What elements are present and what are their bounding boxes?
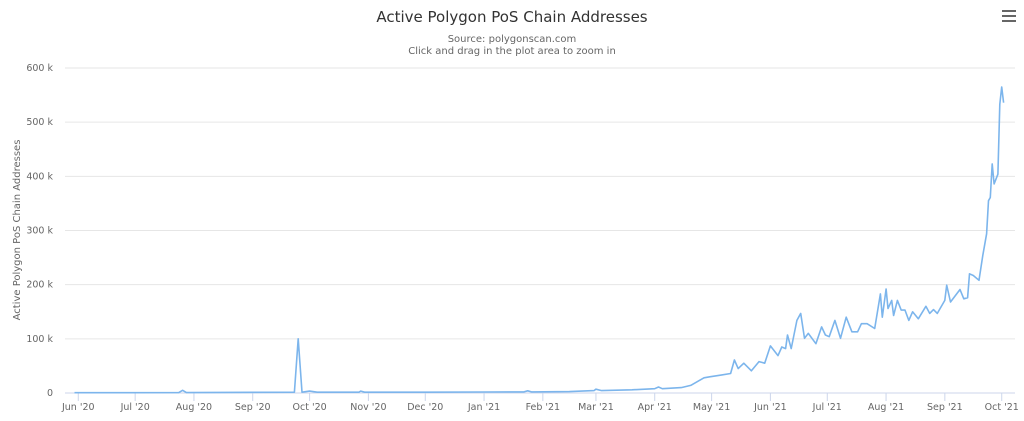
x-tick-label: Jul '21 xyxy=(812,402,842,413)
y-tick-label: 0 xyxy=(47,388,53,399)
x-tick-label: Jul '20 xyxy=(120,402,150,413)
x-tick-label: Sep '20 xyxy=(235,402,271,413)
x-tick-label: Aug '20 xyxy=(176,402,212,413)
x-tick-label: Sep '21 xyxy=(927,402,963,413)
series-line xyxy=(74,86,1005,394)
y-tick-label: 300 k xyxy=(26,226,53,237)
x-tick-label: Oct '21 xyxy=(985,402,1019,413)
x-tick-label: Jun '20 xyxy=(61,402,95,413)
x-tick-label: Jan '21 xyxy=(467,402,500,413)
x-tick-label: May '21 xyxy=(693,402,730,413)
x-tick-label: Aug '21 xyxy=(868,402,904,413)
x-tick-label: Nov '20 xyxy=(350,402,386,413)
y-tick-label: 400 k xyxy=(26,171,53,182)
x-tick-label: Feb '21 xyxy=(526,402,561,413)
zoom-hint: Click and drag in the plot area to zoom … xyxy=(408,46,616,57)
y-axis-title: Active Polygon PoS Chain Addresses xyxy=(12,140,23,321)
y-axis-ticks: 0 100 k 200 k 300 k 400 k 500 k 600 k xyxy=(26,63,53,399)
grid-lines xyxy=(65,67,1015,394)
y-tick-label: 500 k xyxy=(26,117,53,128)
x-axis-ticks: Jun '20 Jul '20 Aug '20 Sep '20 Oct '20 Nov '… xyxy=(61,393,1019,413)
y-tick-label: 200 k xyxy=(26,280,53,291)
x-tick-label: Jun '21 xyxy=(753,402,787,413)
x-tick-label: Apr '21 xyxy=(638,402,672,413)
chart-title: Active Polygon PoS Chain Addresses xyxy=(376,8,648,26)
hamburger-menu-icon[interactable] xyxy=(1002,10,1016,22)
x-tick-label: Mar '21 xyxy=(578,402,614,413)
x-tick-label: Oct '20 xyxy=(293,402,327,413)
x-tick-label: Dec '20 xyxy=(407,402,443,413)
series-group xyxy=(74,86,1005,394)
y-tick-label: 600 k xyxy=(26,63,53,74)
chart-subtitle: Source: polygonscan.com xyxy=(447,34,577,45)
y-tick-label: 100 k xyxy=(26,334,53,345)
